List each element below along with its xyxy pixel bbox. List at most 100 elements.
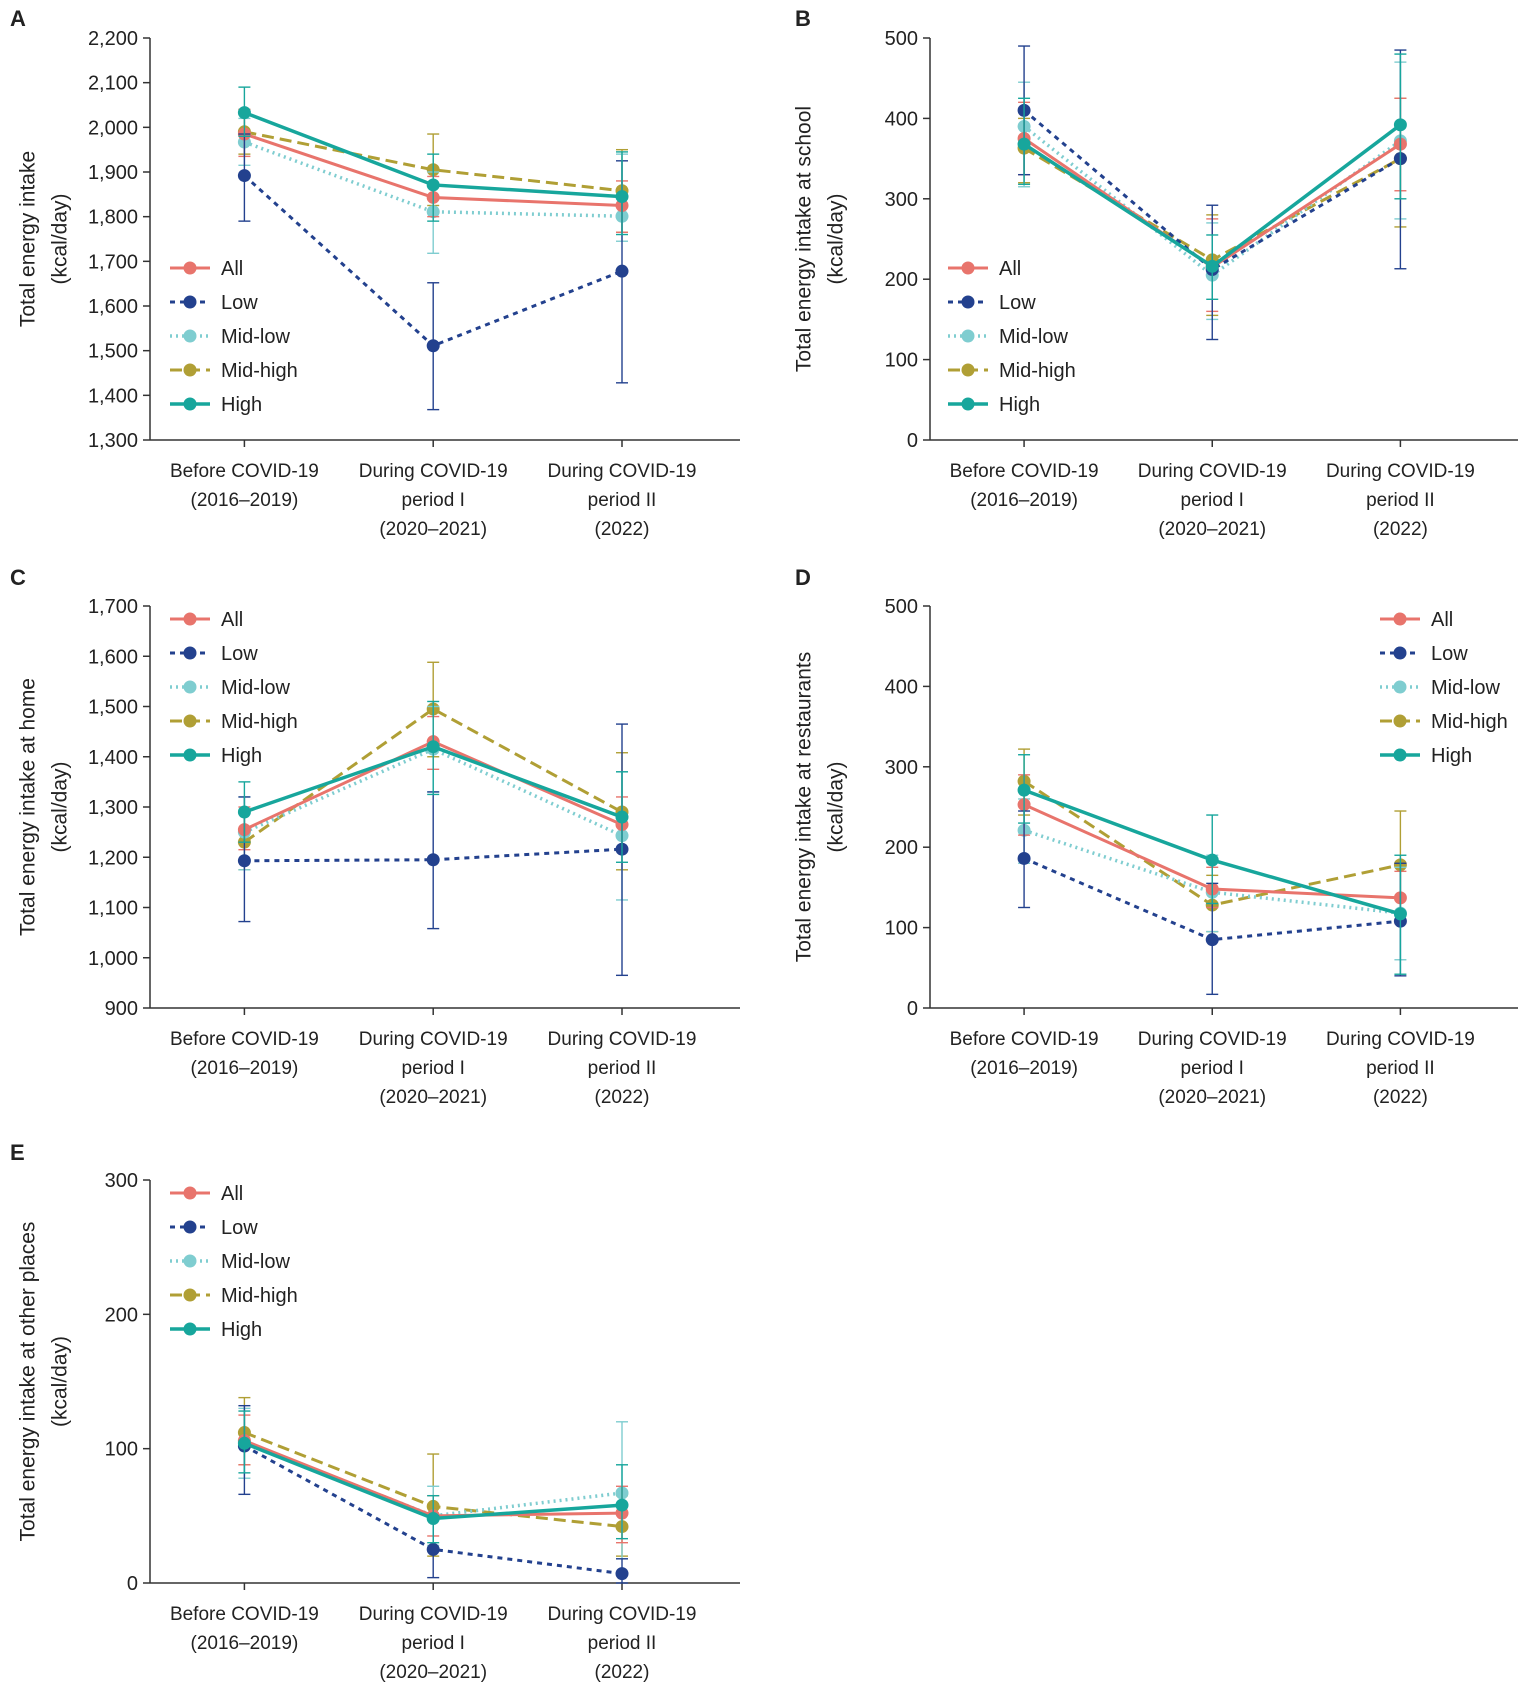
series-line	[244, 130, 623, 193]
legend-swatch-point	[961, 295, 975, 309]
legend-swatch-point	[183, 646, 197, 660]
series-line	[1023, 109, 1402, 272]
x-tick-label: period II	[588, 1633, 657, 1654]
x-tick-label: (2016–2019)	[191, 490, 299, 511]
x-tick-label: Before COVID-19	[170, 1029, 319, 1050]
y-tick-label: 1,700	[88, 251, 138, 273]
data-point	[237, 1436, 251, 1450]
legend-label: All	[221, 258, 243, 280]
data-point	[615, 1567, 629, 1581]
y-tick-label: 0	[907, 430, 918, 452]
series-high	[1017, 754, 1407, 975]
x-tick-label: (2020–2021)	[1158, 519, 1266, 540]
legend-label: Mid-high	[999, 360, 1076, 382]
y-axis-title: Total energy intake at home	[17, 678, 40, 936]
x-tick-label: During COVID-19	[359, 1604, 508, 1625]
legend-label: High	[221, 1319, 262, 1341]
x-tick-label: (2016–2019)	[191, 1058, 299, 1079]
y-tick-label: 1,300	[88, 430, 138, 452]
legend-swatch-point	[183, 714, 197, 728]
data-point	[426, 853, 440, 867]
legend-swatch-point	[183, 329, 197, 343]
x-tick-label: (2016–2019)	[970, 490, 1078, 511]
legend-label: High	[221, 394, 262, 416]
y-tick-label: 1,800	[88, 207, 138, 229]
legend: All Low Mid-low Mid-high High	[170, 609, 298, 767]
y-axis-title: (kcal/day)	[49, 193, 72, 284]
y-axis-title: Total energy intake at other places	[17, 1222, 40, 1542]
data-point	[1393, 118, 1407, 132]
y-axis-title: Total energy intake at restaurants	[793, 652, 816, 963]
y-tick-label: 2,100	[88, 73, 138, 95]
x-tick-label: period I	[1181, 1058, 1244, 1079]
panel-a: A 1,300 1,400 1,500 1,600 1,700 1,800 1,900 2,00…	[10, 6, 740, 540]
legend-label: Mid-low	[221, 677, 290, 699]
x-tick-label: (2022)	[1373, 1087, 1428, 1108]
y-tick-label: 500	[885, 596, 918, 618]
data-point	[1205, 933, 1219, 947]
data-point	[426, 740, 440, 754]
legend-label: Mid-high	[221, 711, 298, 733]
legend-swatch-point	[961, 363, 975, 377]
x-tick-label: (2016–2019)	[970, 1058, 1078, 1079]
x-tick-label: (2022)	[1373, 519, 1428, 540]
x-tick-label: (2022)	[595, 1087, 650, 1108]
legend-swatch-point	[183, 1322, 197, 1336]
legend-swatch-point	[183, 1288, 197, 1302]
x-tick-label: (2016–2019)	[191, 1633, 299, 1654]
data-point	[237, 805, 251, 819]
panel-letter: B	[795, 6, 811, 31]
series-high	[1017, 53, 1407, 300]
y-tick-label: 200	[105, 1304, 138, 1326]
data-point	[615, 264, 629, 278]
data-point	[1205, 259, 1219, 273]
panel-letter: C	[10, 565, 26, 590]
legend-label: Low	[999, 292, 1036, 314]
y-axis-title: Total energy intake at school	[793, 106, 816, 372]
data-point	[426, 1542, 440, 1556]
y-axis-title: (kcal/day)	[49, 761, 72, 852]
y-tick-label: 1,000	[88, 948, 138, 970]
legend-label: Mid-low	[221, 1251, 290, 1273]
legend-swatch-point	[1393, 612, 1407, 626]
panel-e: E 0 100 200 300 Before COVID-19 (2016–2019) Dur…	[10, 1140, 740, 1683]
y-tick-label: 100	[885, 918, 918, 940]
legend-label: High	[221, 745, 262, 767]
data-point	[237, 169, 251, 183]
y-tick-label: 0	[907, 998, 918, 1020]
x-tick-label: Before COVID-19	[170, 461, 319, 482]
data-point	[426, 178, 440, 192]
x-tick-label: (2020–2021)	[379, 519, 487, 540]
x-tick-label: (2020–2021)	[1158, 1087, 1266, 1108]
x-tick-label: During COVID-19	[1138, 461, 1287, 482]
panel-d: D 0 100 200 300 400 500 Before COVID-19 (2016–20…	[793, 565, 1518, 1108]
y-axis-title: Total energy intake	[17, 151, 40, 327]
legend-swatch-point	[183, 261, 197, 275]
y-tick-label: 1,500	[88, 697, 138, 719]
legend-label: All	[999, 258, 1021, 280]
x-tick-label: Before COVID-19	[950, 1029, 1099, 1050]
legend-label: High	[1431, 745, 1472, 767]
data-point	[1393, 907, 1407, 921]
y-tick-label: 300	[885, 757, 918, 779]
series-line	[243, 1444, 623, 1576]
x-tick-label: During COVID-19	[359, 1029, 508, 1050]
y-axis-title: (kcal/day)	[49, 1336, 72, 1427]
data-point	[237, 106, 251, 120]
x-tick-label: During COVID-19	[359, 461, 508, 482]
legend: All Low Mid-low Mid-high High	[1380, 609, 1508, 767]
y-tick-label: 1,600	[88, 296, 138, 318]
x-tick-label: (2022)	[595, 1662, 650, 1683]
y-tick-label: 1,400	[88, 385, 138, 407]
x-tick-label: During COVID-19	[548, 1604, 697, 1625]
data-point	[237, 854, 251, 868]
legend-swatch-point	[183, 612, 197, 626]
x-tick-label: period I	[402, 1633, 465, 1654]
legend-swatch-point	[1393, 714, 1407, 728]
legend-label: Mid-high	[221, 1285, 298, 1307]
y-axis-title: (kcal/day)	[825, 193, 848, 284]
panel-letter: E	[10, 1140, 25, 1165]
x-tick-label: Before COVID-19	[170, 1604, 319, 1625]
y-tick-label: 400	[885, 676, 918, 698]
